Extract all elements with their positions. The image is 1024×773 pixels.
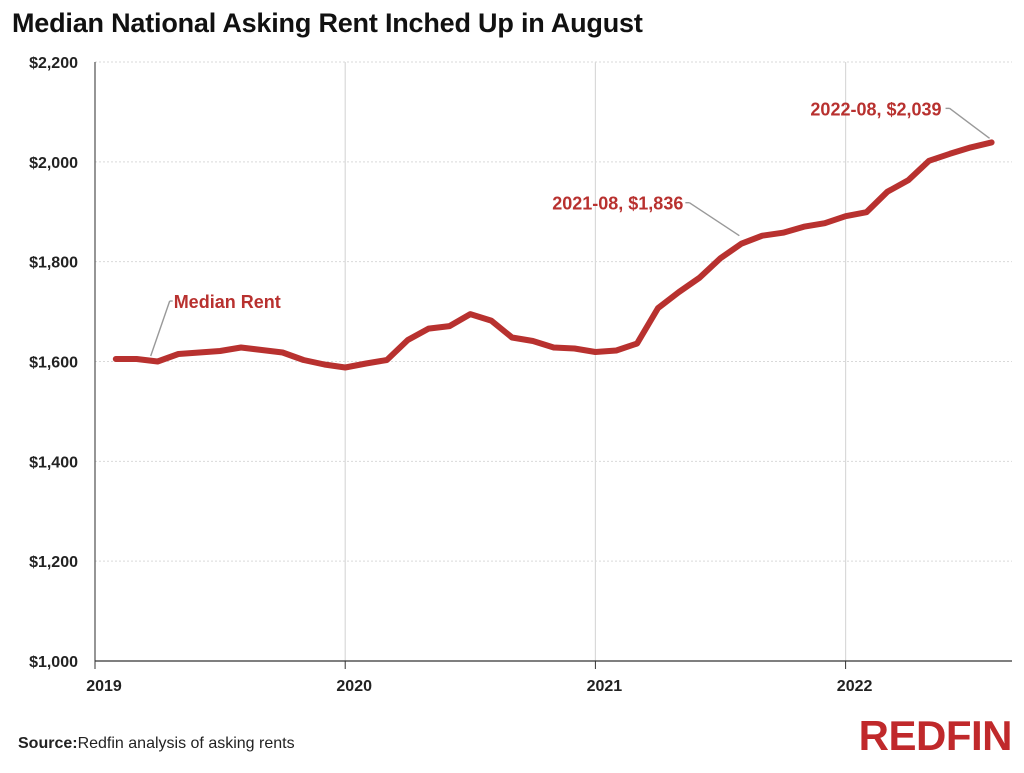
annotation-label: 2022-08, $2,039 (810, 99, 941, 119)
annotation-leader (688, 202, 740, 237)
series-layer (112, 139, 995, 371)
source-note: Source:Redfin analysis of asking rents (18, 735, 295, 753)
y-tick-label: $2,000 (29, 155, 78, 172)
brand-logo: REDFIN (858, 712, 1013, 759)
axes (94, 62, 1012, 669)
annotation-label: Median Rent (174, 292, 281, 312)
gridlines (94, 61, 1012, 661)
series-line-median-rent (112, 139, 995, 371)
y-tick-label: $2,200 (29, 55, 78, 72)
annotation-leader (949, 107, 990, 139)
x-tick-label: 2021 (587, 678, 623, 695)
x-tick-label: 2019 (86, 678, 122, 695)
source-text: Redfin analysis of asking rents (77, 735, 295, 752)
y-tick-label: $1,600 (29, 355, 78, 372)
y-tick-label: $1,000 (29, 654, 78, 671)
x-tick-label: 2022 (837, 678, 873, 695)
annotation-leader (150, 300, 171, 357)
annotations: Median Rent 2021-08, $1,836 2022-08, $2,03… (150, 99, 990, 357)
x-tick-label: 2020 (336, 678, 372, 695)
annotation-label: 2021-08, $1,836 (552, 194, 683, 214)
chart-title: Median National Asking Rent Inched Up in… (12, 8, 643, 38)
x-tick-labels: 2019 2020 2021 2022 (86, 678, 872, 695)
y-tick-label: $1,400 (29, 454, 78, 471)
y-tick-label: $1,200 (29, 554, 78, 571)
source-label: Source: (18, 735, 78, 752)
y-tick-label: $1,800 (29, 255, 78, 272)
y-tick-labels: $1,000 $1,200 $1,400 $1,600 $1,800 $2,000 $2,2… (29, 55, 78, 671)
